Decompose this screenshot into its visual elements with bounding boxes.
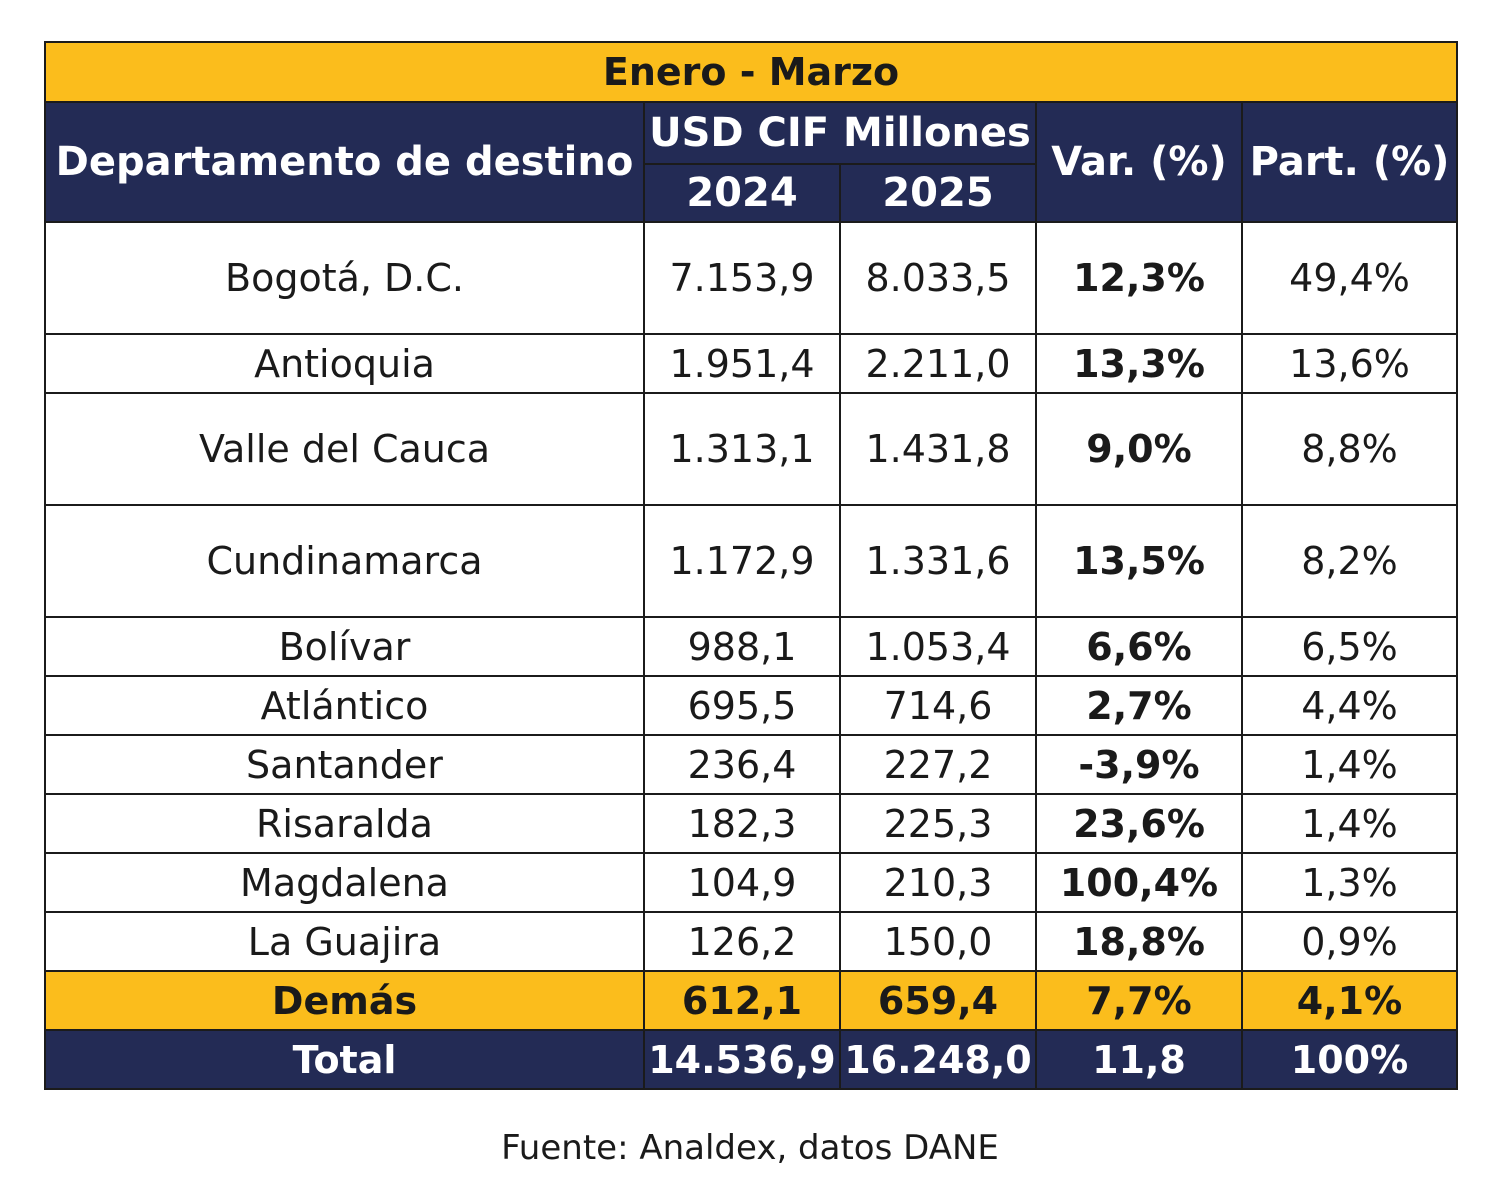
cell-share: 13,6% [1241, 333, 1458, 394]
table-row: Valle del Cauca 1.313,1 1.431,8 9,0% 8,8… [44, 392, 1458, 506]
table-row: Risaralda 182,3 225,3 23,6% 1,4% [44, 793, 1458, 854]
header-share: Part. (%) [1241, 101, 1458, 223]
cell-variation: 18,8% [1035, 911, 1243, 972]
cell-value-2025: 714,6 [839, 675, 1037, 736]
cell-value-2024: 612,1 [643, 970, 841, 1031]
cell-department: Cundinamarca [44, 504, 645, 618]
cell-share: 1,4% [1241, 734, 1458, 795]
cell-value-2024: 988,1 [643, 616, 841, 677]
cell-value-2025: 1.431,8 [839, 392, 1037, 506]
cell-value-2025: 16.248,0 [839, 1029, 1037, 1090]
others-row: Demás 612,1 659,4 7,7% 4,1% [44, 970, 1458, 1031]
source-note: Fuente: Analdex, datos DANE [501, 1128, 999, 1168]
header-value-group: USD CIF Millones [643, 101, 1037, 165]
cell-share: 8,2% [1241, 504, 1458, 618]
cell-value-2024: 182,3 [643, 793, 841, 854]
cell-value-2025: 1.053,4 [839, 616, 1037, 677]
cell-department: Bolívar [44, 616, 645, 677]
cell-department: Total [44, 1029, 645, 1090]
cell-department: Valle del Cauca [44, 392, 645, 506]
header-department: Departamento de destino [44, 101, 645, 223]
cell-share: 0,9% [1241, 911, 1458, 972]
cell-value-2025: 2.211,0 [839, 333, 1037, 394]
cell-department: Santander [44, 734, 645, 795]
table-row: Bogotá, D.C. 7.153,9 8.033,5 12,3% 49,4% [44, 221, 1458, 335]
table-row: Antioquia 1.951,4 2.211,0 13,3% 13,6% [44, 333, 1458, 394]
table-row: Magdalena 104,9 210,3 100,4% 1,3% [44, 852, 1458, 913]
cell-value-2024: 14.536,9 [643, 1029, 841, 1090]
cell-department: La Guajira [44, 911, 645, 972]
cell-department: Bogotá, D.C. [44, 221, 645, 335]
cell-value-2024: 7.153,9 [643, 221, 841, 335]
cell-share: 100% [1241, 1029, 1458, 1090]
table-row: Atlántico 695,5 714,6 2,7% 4,4% [44, 675, 1458, 736]
cell-variation: 9,0% [1035, 392, 1243, 506]
cell-value-2024: 126,2 [643, 911, 841, 972]
cell-value-2024: 1.951,4 [643, 333, 841, 394]
cell-variation: -3,9% [1035, 734, 1243, 795]
cell-department: Demás [44, 970, 645, 1031]
cell-department: Magdalena [44, 852, 645, 913]
cell-share: 4,1% [1241, 970, 1458, 1031]
table-title: Enero - Marzo [44, 41, 1458, 103]
table-row: Bolívar 988,1 1.053,4 6,6% 6,5% [44, 616, 1458, 677]
cell-value-2024: 104,9 [643, 852, 841, 913]
cell-variation: 23,6% [1035, 793, 1243, 854]
cell-value-2025: 227,2 [839, 734, 1037, 795]
table-row: La Guajira 126,2 150,0 18,8% 0,9% [44, 911, 1458, 972]
cell-variation: 13,3% [1035, 333, 1243, 394]
cell-value-2025: 225,3 [839, 793, 1037, 854]
cell-department: Risaralda [44, 793, 645, 854]
header-variation: Var. (%) [1035, 101, 1243, 223]
cell-share: 1,4% [1241, 793, 1458, 854]
cell-share: 8,8% [1241, 392, 1458, 506]
cell-value-2024: 1.313,1 [643, 392, 841, 506]
cell-value-2024: 236,4 [643, 734, 841, 795]
cell-value-2025: 8.033,5 [839, 221, 1037, 335]
cell-share: 6,5% [1241, 616, 1458, 677]
cell-value-2025: 1.331,6 [839, 504, 1037, 618]
cell-variation: 13,5% [1035, 504, 1243, 618]
cell-value-2025: 659,4 [839, 970, 1037, 1031]
table-row: Cundinamarca 1.172,9 1.331,6 13,5% 8,2% [44, 504, 1458, 618]
cell-variation: 2,7% [1035, 675, 1243, 736]
cell-value-2025: 210,3 [839, 852, 1037, 913]
header-year-2025: 2025 [839, 163, 1037, 223]
cell-variation: 100,4% [1035, 852, 1243, 913]
cell-share: 1,3% [1241, 852, 1458, 913]
cell-department: Antioquia [44, 333, 645, 394]
cell-value-2025: 150,0 [839, 911, 1037, 972]
cell-variation: 6,6% [1035, 616, 1243, 677]
cell-value-2024: 1.172,9 [643, 504, 841, 618]
imports-by-department-table: Enero - Marzo Departamento de destino US… [44, 41, 1458, 1090]
cell-department: Atlántico [44, 675, 645, 736]
cell-variation: 12,3% [1035, 221, 1243, 335]
total-row: Total 14.536,9 16.248,0 11,8 100% [44, 1029, 1458, 1090]
cell-variation: 11,8 [1035, 1029, 1243, 1090]
cell-value-2024: 695,5 [643, 675, 841, 736]
cell-share: 49,4% [1241, 221, 1458, 335]
header-year-2024: 2024 [643, 163, 841, 223]
table-row: Santander 236,4 227,2 -3,9% 1,4% [44, 734, 1458, 795]
cell-share: 4,4% [1241, 675, 1458, 736]
cell-variation: 7,7% [1035, 970, 1243, 1031]
